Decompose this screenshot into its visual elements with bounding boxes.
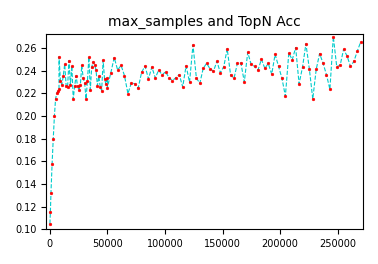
Title: max_samples and TopN Acc: max_samples and TopN Acc xyxy=(108,15,301,29)
